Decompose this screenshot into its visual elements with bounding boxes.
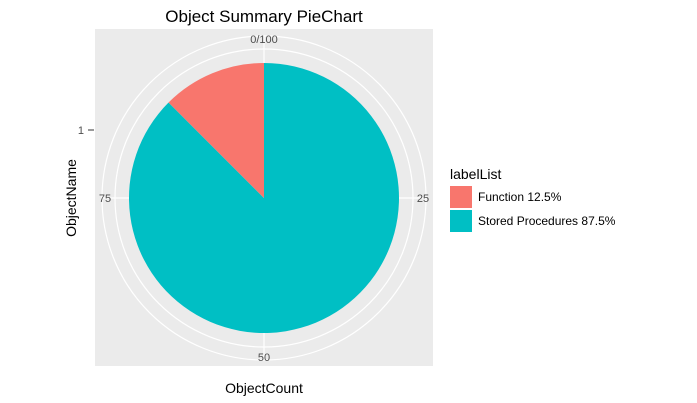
theta-tick-label: 0/100 xyxy=(250,34,278,46)
legend-label: Function 12.5% xyxy=(478,190,562,204)
legend-label: Stored Procedures 87.5% xyxy=(478,214,616,228)
theta-tick-label: 25 xyxy=(417,193,429,205)
legend-swatch xyxy=(450,186,472,208)
legend-swatch xyxy=(450,210,472,232)
x-axis-title: ObjectCount xyxy=(225,380,303,396)
pie-slices xyxy=(129,63,400,334)
pie-slice xyxy=(168,63,264,198)
theta-ticks: 0/100 25 50 75 xyxy=(99,34,429,364)
y-tick-label: 1 xyxy=(78,125,84,137)
legend-items: Function 12.5% Stored Procedures 87.5% xyxy=(450,186,616,232)
legend-title: labelList xyxy=(450,166,501,182)
chart-title: Object Summary PieChart xyxy=(165,7,363,26)
pie-slice xyxy=(129,63,400,334)
theta-tick-label: 75 xyxy=(99,193,111,205)
legend: labelList Function 12.5% Stored Procedure… xyxy=(450,166,616,232)
theta-tick-label: 50 xyxy=(258,352,270,364)
y-axis-title: ObjectName xyxy=(63,159,79,237)
